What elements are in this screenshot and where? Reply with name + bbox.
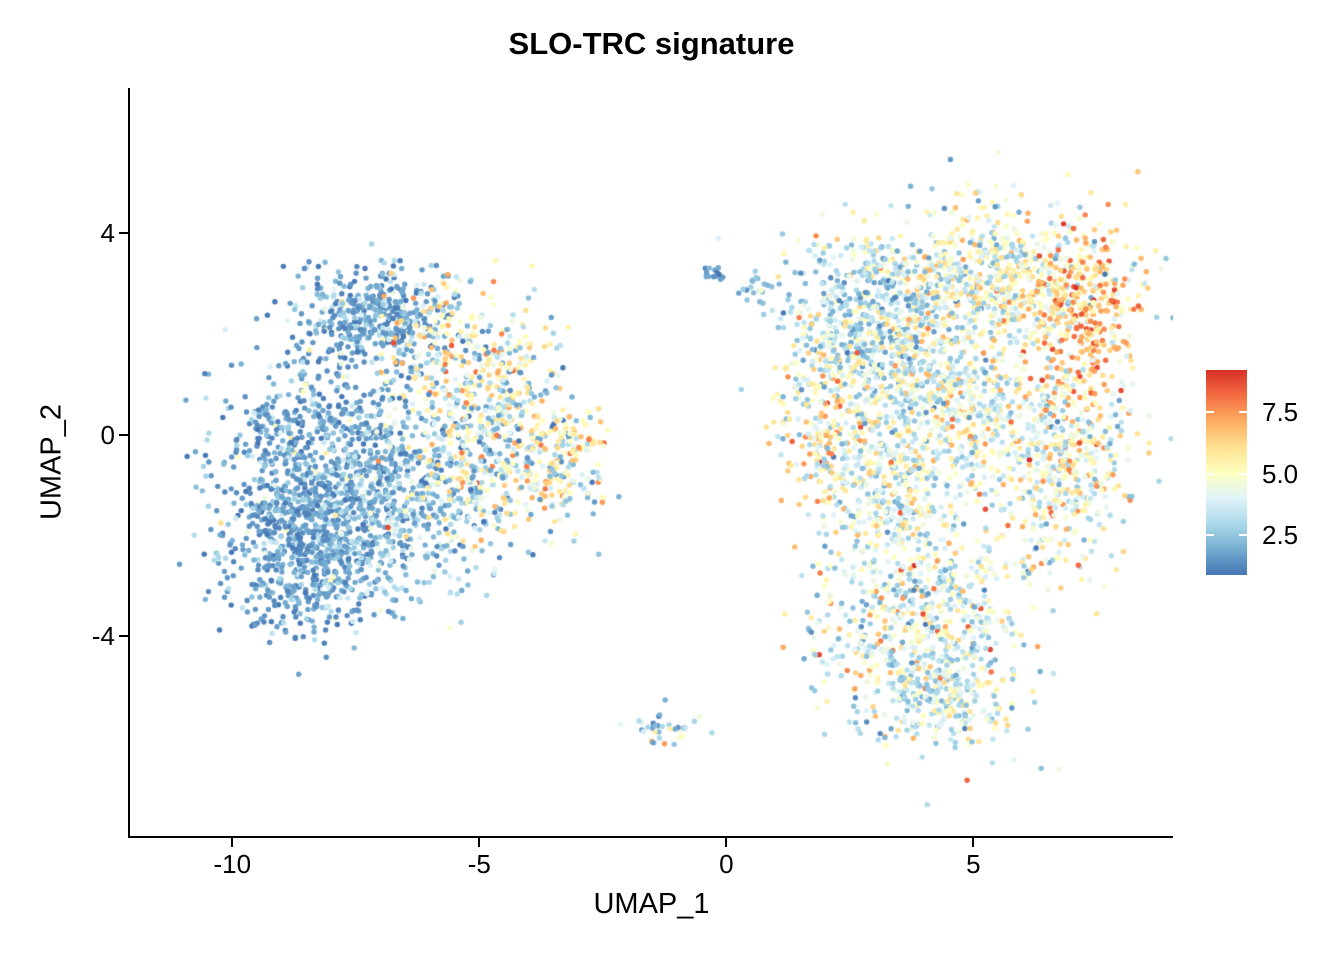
- x-tick-mark: [478, 838, 481, 847]
- x-tick-mark: [231, 838, 234, 847]
- y-tick-label: 4: [100, 218, 115, 249]
- colorbar-tick-notch: [1239, 410, 1247, 413]
- y-tick-mark: [119, 433, 128, 436]
- x-tick-label: 5: [966, 849, 981, 879]
- y-tick-label: -4: [91, 621, 115, 652]
- legend-tick-label: 7.5: [1262, 396, 1299, 427]
- x-axis-title: UMAP_1: [593, 888, 710, 920]
- x-tick-mark: [725, 838, 728, 847]
- colorbar-tick-notch: [1206, 410, 1214, 413]
- y-axis-line: [128, 88, 130, 838]
- x-tick-label: 0: [719, 849, 734, 879]
- x-axis-line: [128, 836, 1173, 838]
- y-tick-label: 0: [100, 419, 115, 450]
- x-tick-mark: [972, 838, 975, 847]
- y-tick-mark: [119, 232, 128, 235]
- y-tick-mark: [119, 635, 128, 638]
- colorbar-gradient: [1206, 370, 1247, 575]
- colorbar-tick-notch: [1239, 472, 1247, 475]
- x-tick-label: -5: [467, 849, 491, 879]
- colorbar-tick-notch: [1206, 534, 1214, 537]
- legend-tick-label: 5.0: [1262, 458, 1299, 489]
- colorbar-tick-notch: [1239, 534, 1247, 537]
- scatter-points-canvas: [130, 88, 1173, 836]
- chart-title: SLO-TRC signature: [508, 26, 795, 61]
- y-axis-title: UMAP_2: [35, 403, 68, 521]
- legend-tick-label: 2.5: [1262, 520, 1299, 551]
- x-tick-label: -10: [213, 849, 252, 879]
- colorbar-tick-notch: [1206, 472, 1214, 475]
